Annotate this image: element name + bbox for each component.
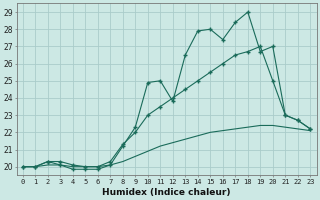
X-axis label: Humidex (Indice chaleur): Humidex (Indice chaleur) — [102, 188, 231, 197]
